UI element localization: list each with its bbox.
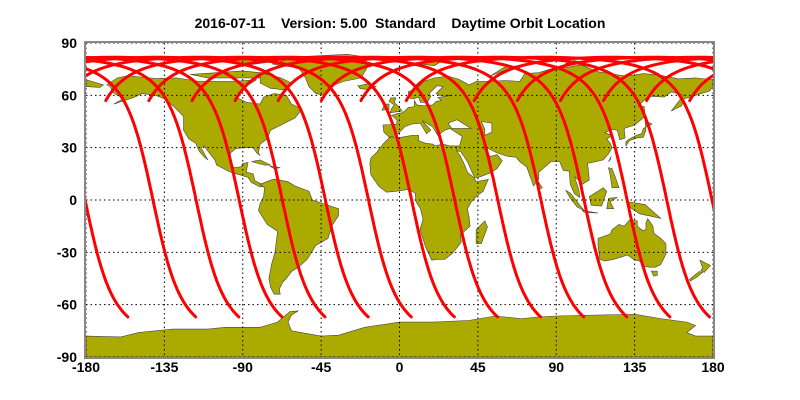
orbit-track (86, 55, 327, 319)
orbit-track (515, 55, 713, 103)
x-tick-label: -90 (233, 359, 253, 375)
y-tick-label: 60 (61, 87, 77, 103)
land-java (581, 210, 599, 214)
chart-title: 2016-07-11 Version: 5.00 Standard Daytim… (194, 15, 606, 31)
x-tick-label: -45 (311, 359, 331, 375)
y-tick-label: 30 (61, 140, 77, 156)
orbit-track (104, 55, 456, 319)
x-tick-label: 90 (548, 359, 564, 375)
land-chukotka (86, 79, 105, 88)
orbit-track (233, 55, 586, 319)
orbit-track (558, 55, 713, 103)
orbit-track (190, 55, 543, 319)
orbit-track (86, 58, 241, 319)
orbit-track (776, 57, 800, 317)
y-tick-label: -90 (57, 349, 77, 365)
land-sumatra (565, 189, 585, 211)
land-philippines (608, 167, 620, 189)
land-taiwan (608, 156, 612, 162)
land-south-america (258, 178, 339, 295)
y-tick-label: -60 (57, 297, 77, 313)
orbit-track (86, 55, 413, 319)
orbit-track (359, 55, 711, 319)
caspian-sea (480, 121, 493, 136)
orbit-track (86, 67, 198, 319)
y-tick-label: -30 (57, 244, 77, 260)
orbit-track (86, 197, 130, 319)
y-tick-label: 90 (61, 35, 77, 51)
orbit-track (147, 55, 499, 319)
land-africa (369, 135, 489, 261)
x-tick-label: -180 (72, 359, 100, 375)
land-australia (597, 218, 667, 268)
land-cuba (251, 159, 271, 166)
land-tasmania (650, 270, 658, 277)
orbit-track (86, 55, 284, 319)
land-britain (388, 97, 403, 114)
orbit-track (733, 57, 800, 317)
orbit-track (276, 55, 629, 319)
y-tick-label: 0 (69, 192, 77, 208)
orbit-tracks (0, 55, 800, 319)
x-tick-label: 180 (701, 359, 725, 375)
x-tick-label: 45 (470, 359, 486, 375)
y-tick-labels: 90 60 30 0 -30 -60 -90 (57, 35, 77, 365)
land-borneo (589, 187, 608, 207)
black-sea (447, 119, 472, 129)
orbit-track (86, 55, 370, 319)
plot-frame (84, 41, 715, 359)
land-madagascar (475, 220, 488, 244)
x-tick-label: 0 (396, 359, 404, 375)
x-tick-label: 135 (623, 359, 647, 375)
x-tick-labels: -180 -135 -90 -45 0 45 90 135 180 (72, 359, 725, 375)
orbit-track (472, 55, 713, 103)
land-nz-north (699, 259, 711, 273)
land-nz-south (689, 271, 704, 282)
orbit-track (0, 57, 43, 317)
x-tick-label: -135 (150, 359, 178, 375)
